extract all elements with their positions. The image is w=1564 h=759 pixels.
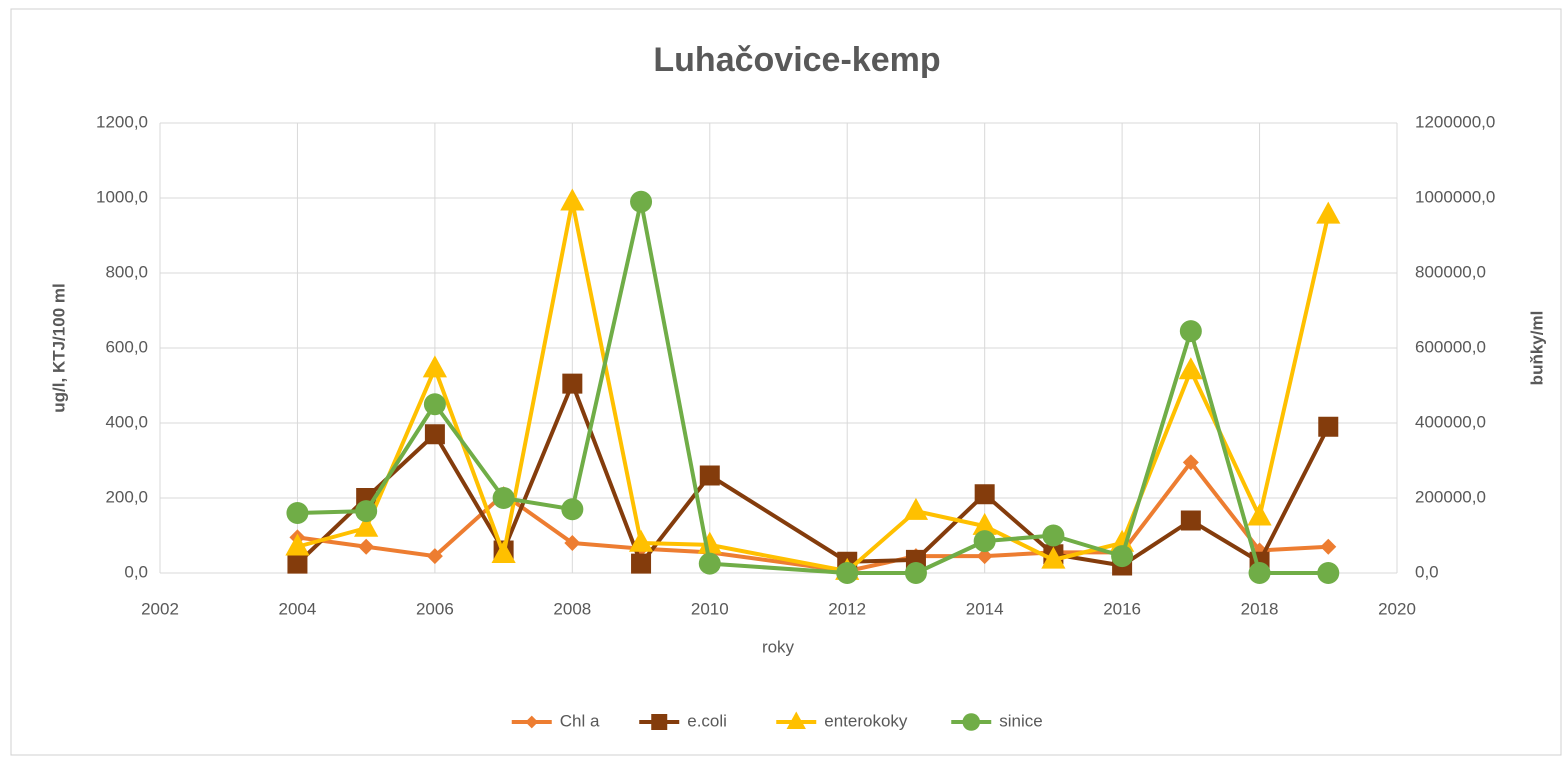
- y-tick-label: 600,0: [105, 337, 148, 356]
- marker: [630, 190, 653, 213]
- y-tick-label: 1200,0: [96, 112, 148, 131]
- legend-label: Chl a: [560, 711, 600, 730]
- marker: [836, 562, 859, 584]
- marker: [424, 424, 445, 445]
- marker: [699, 465, 720, 486]
- marker: [1180, 510, 1201, 531]
- y2-tick-label: 1000000,0: [1415, 187, 1495, 206]
- marker: [962, 713, 981, 731]
- marker: [354, 514, 379, 537]
- marker: [426, 548, 443, 565]
- marker: [286, 502, 309, 524]
- chart-frame: [10, 8, 1562, 756]
- marker: [422, 355, 447, 378]
- marker: [492, 487, 515, 509]
- marker: [1248, 562, 1271, 584]
- marker: [1111, 545, 1134, 568]
- y2-tick-label: 200000,0: [1415, 487, 1486, 506]
- y2-axis-label: buňky/ml: [1527, 311, 1546, 386]
- marker: [1247, 503, 1272, 526]
- marker: [628, 529, 654, 552]
- marker: [1178, 357, 1203, 380]
- y-tick-label: 400,0: [105, 412, 148, 431]
- marker: [560, 188, 585, 211]
- marker: [974, 484, 995, 505]
- marker: [287, 553, 308, 574]
- marker: [562, 373, 583, 394]
- y-tick-label: 0,0: [124, 562, 148, 581]
- marker: [903, 497, 929, 520]
- x-axis-label: roky: [762, 637, 795, 656]
- x-tick-label: 2020: [1378, 599, 1416, 618]
- marker: [786, 711, 806, 730]
- marker: [1110, 529, 1135, 552]
- marker: [358, 538, 375, 555]
- y2-tick-label: 400000,0: [1415, 412, 1486, 431]
- x-tick-label: 2014: [966, 599, 1004, 618]
- marker: [1042, 524, 1065, 547]
- marker: [1318, 416, 1339, 437]
- marker: [491, 541, 516, 564]
- x-tick-label: 2012: [828, 599, 866, 618]
- y-tick-label: 200,0: [105, 487, 148, 506]
- marker: [1320, 538, 1337, 555]
- marker: [1041, 546, 1066, 569]
- y2-tick-label: 800000,0: [1415, 262, 1486, 281]
- marker: [525, 715, 539, 729]
- x-tick-label: 2018: [1241, 599, 1279, 618]
- y-tick-label: 1000,0: [96, 187, 148, 206]
- x-tick-label: 2008: [553, 599, 591, 618]
- y2-tick-label: 1200000,0: [1415, 112, 1495, 131]
- chart-title: Luhačovice-kemp: [653, 41, 940, 79]
- legend-label: sinice: [999, 711, 1042, 730]
- legend-label: enterokoky: [824, 711, 908, 730]
- marker: [651, 714, 668, 730]
- x-tick-label: 2006: [416, 599, 454, 618]
- marker: [904, 562, 927, 584]
- y-axis-label: ug/l, KTJ/100 ml: [49, 283, 68, 412]
- marker: [564, 535, 581, 551]
- x-tick-label: 2002: [141, 599, 179, 618]
- marker: [1316, 201, 1341, 224]
- y2-tick-label: 0,0: [1415, 562, 1439, 581]
- marker: [1317, 562, 1340, 584]
- marker: [285, 533, 310, 556]
- x-tick-label: 2010: [691, 599, 729, 618]
- y-tick-label: 800,0: [105, 262, 148, 281]
- marker: [697, 531, 722, 554]
- marker: [972, 512, 997, 535]
- legend-label: e.coli: [687, 711, 727, 730]
- x-tick-label: 2016: [1103, 599, 1141, 618]
- marker: [698, 552, 721, 575]
- marker: [355, 500, 378, 523]
- marker: [631, 553, 652, 574]
- x-tick-label: 2004: [279, 599, 317, 618]
- marker: [973, 530, 996, 553]
- marker: [423, 393, 446, 416]
- marker: [1179, 320, 1202, 343]
- marker: [561, 498, 584, 521]
- y2-tick-label: 600000,0: [1415, 337, 1486, 356]
- marker: [976, 548, 993, 565]
- marker: [1182, 454, 1199, 471]
